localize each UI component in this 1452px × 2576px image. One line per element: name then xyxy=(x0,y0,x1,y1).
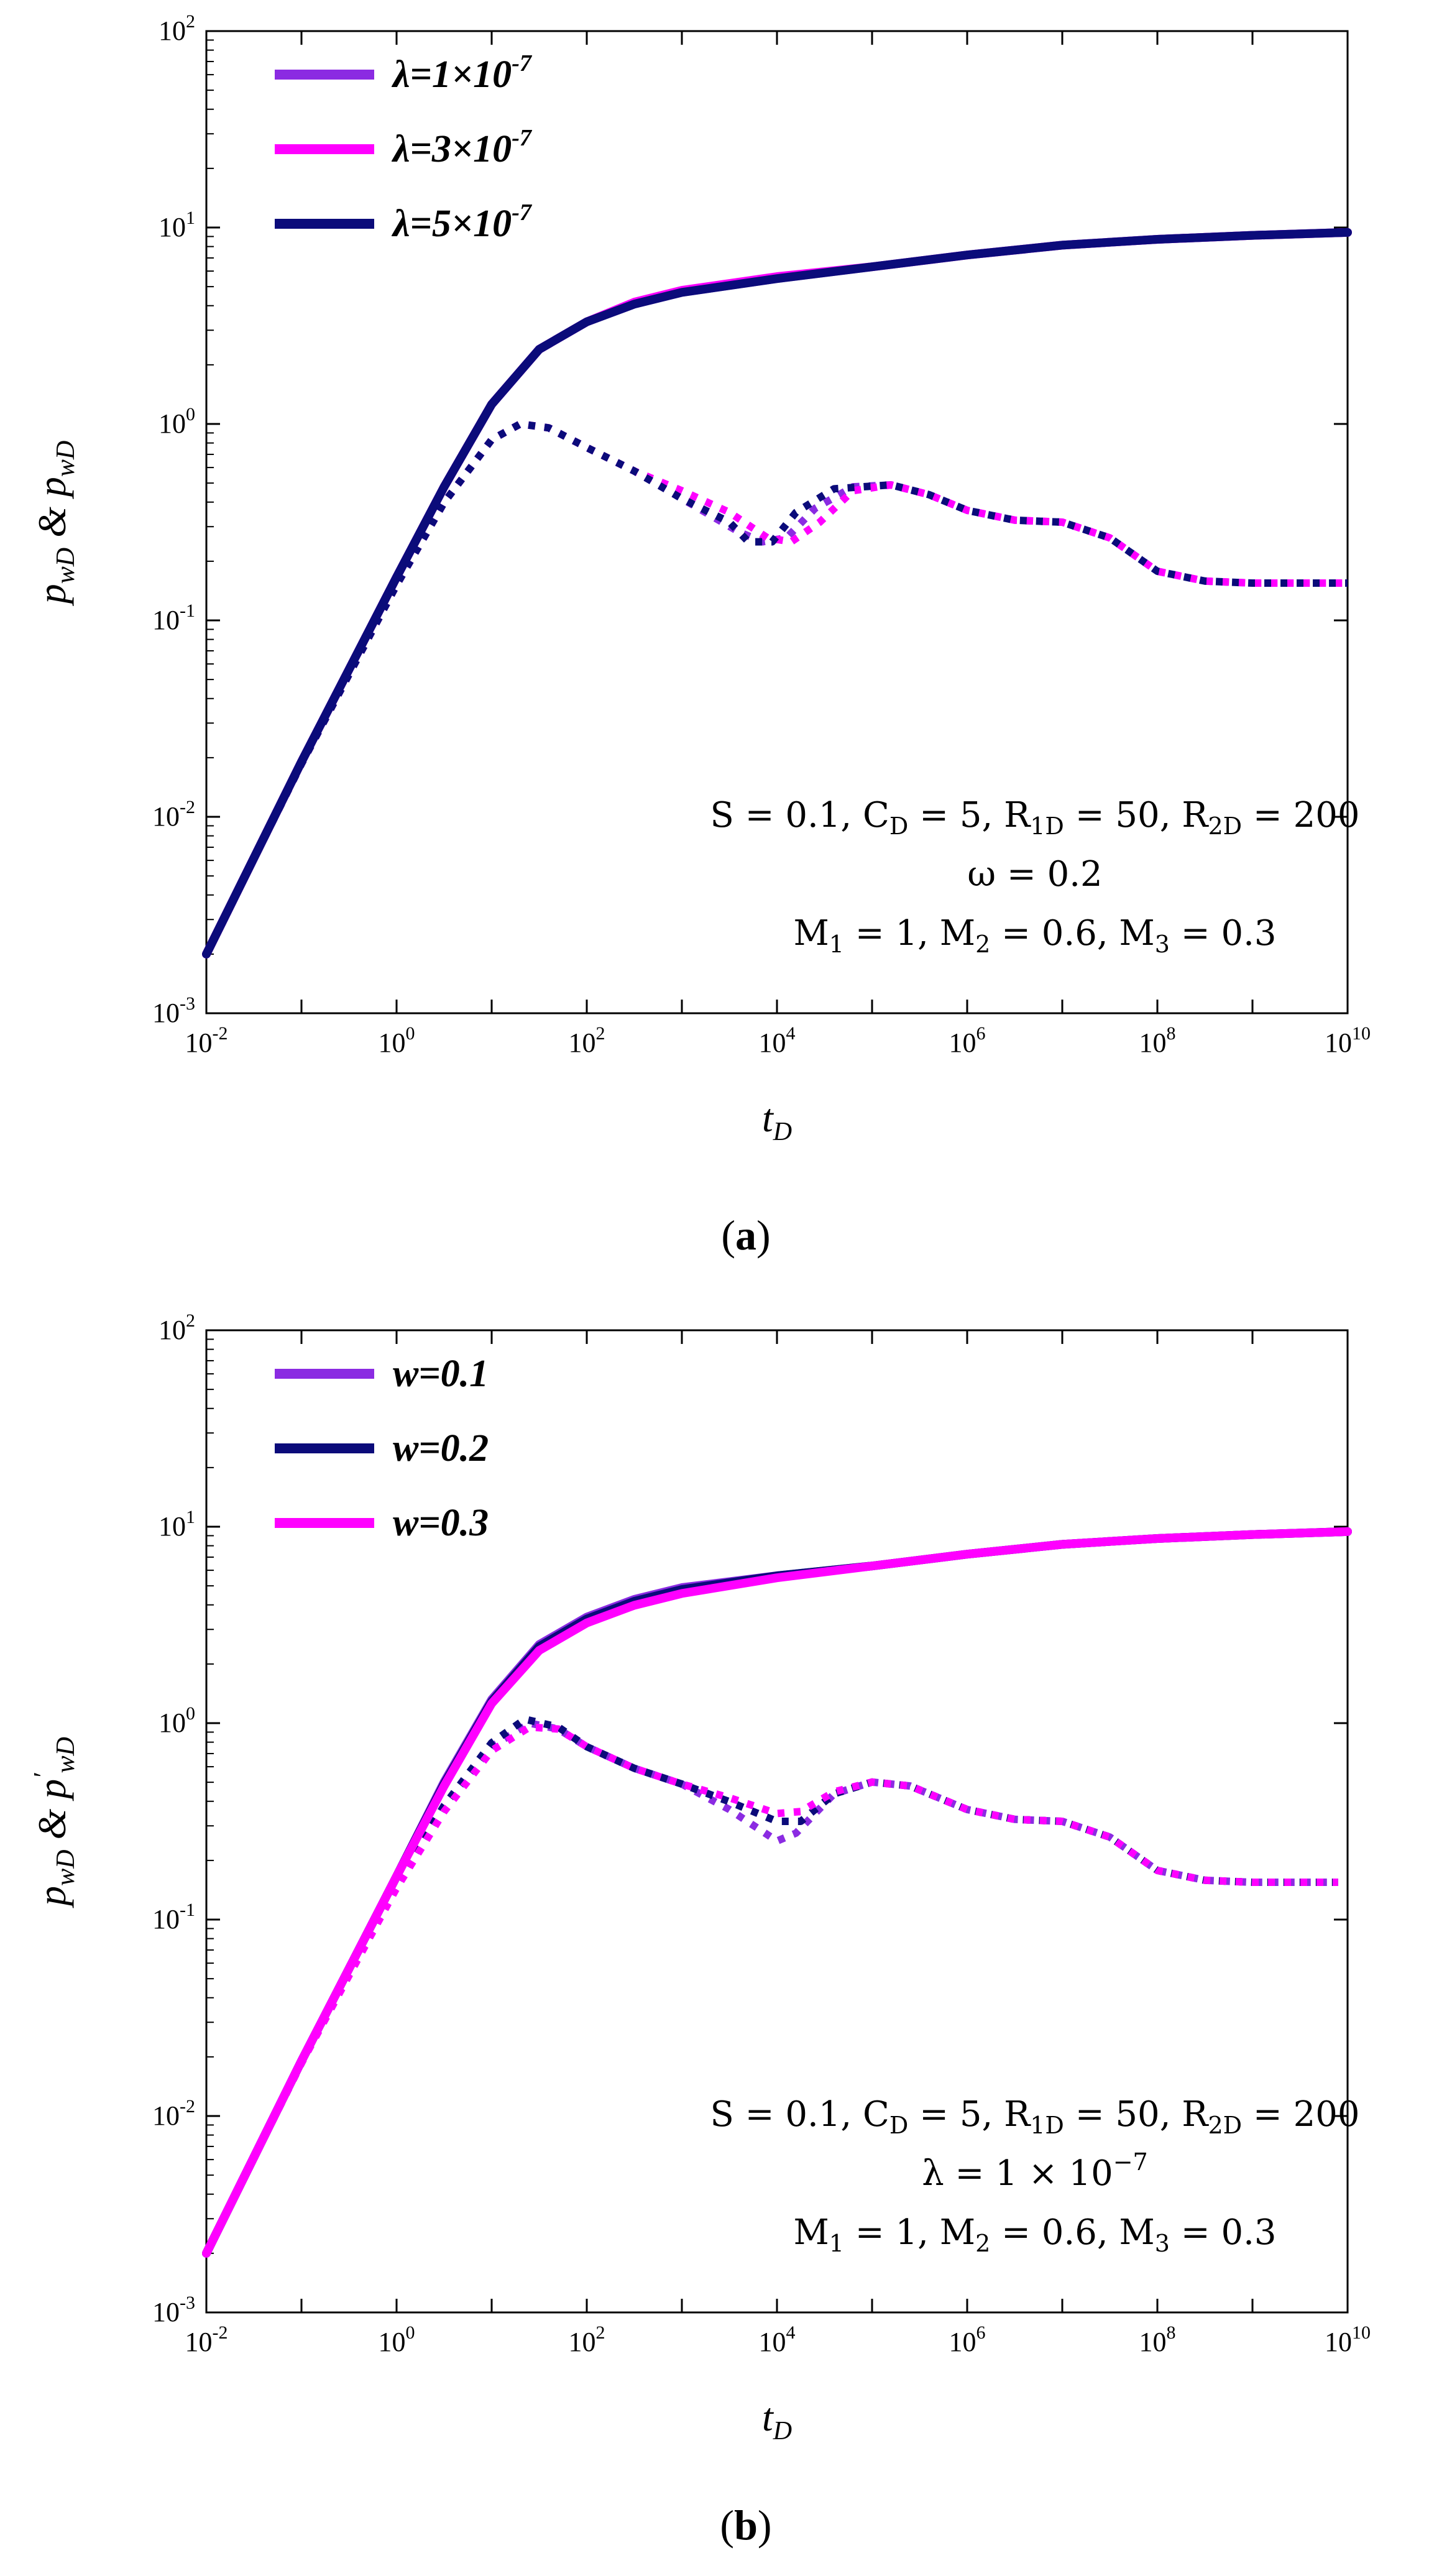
derivative-curve xyxy=(203,1723,1338,2255)
y-tick-label: 10-2 xyxy=(152,797,195,832)
x-tick-label: 100 xyxy=(379,2322,415,2357)
x-tick-label: 104 xyxy=(759,1023,796,1058)
y-tick-label: 10-2 xyxy=(152,2096,195,2131)
legend: w=0.1 w=0.2 w=0.3 xyxy=(275,1353,489,1544)
series-2 xyxy=(202,1527,1352,2258)
x-tick-label: 102 xyxy=(569,1023,605,1058)
derivative-curve xyxy=(203,420,1348,956)
plot-frame xyxy=(205,1329,1349,2314)
x-tick-label: 104 xyxy=(759,2322,796,2357)
y-tick-label: 100 xyxy=(159,404,195,439)
y-tick-label: 101 xyxy=(159,1507,195,1542)
legend-label: w=0.3 xyxy=(393,1502,489,1544)
chart-panel-b: 10-2 100 102 104 106 108 101010-310-210-110010… xyxy=(29,1310,1371,2549)
pressure-curve xyxy=(202,1527,1352,2258)
series-curves xyxy=(202,1527,1352,2258)
pressure-curve xyxy=(202,228,1352,959)
derivative-curve xyxy=(203,1715,1338,2255)
x-axis-label: tD xyxy=(762,1096,792,1146)
plot-frame xyxy=(205,30,1349,1014)
x-tick-label: 106 xyxy=(949,1023,986,1058)
x-tick-label: 1010 xyxy=(1325,1023,1371,1058)
y-axis-label: pwD & pwD xyxy=(30,441,80,607)
x-tick-label: 10-2 xyxy=(185,1023,228,1058)
series-1 xyxy=(202,228,1352,959)
x-axis-label: tD xyxy=(762,2395,792,2445)
annotation-line: S = 0.1, CD = 5, R1D = 50, R2D = 200 xyxy=(710,795,1359,840)
y-tick-label: 10-3 xyxy=(152,993,195,1028)
series-curves xyxy=(202,228,1352,959)
parameter-annotation: S = 0.1, CD = 5, R1D = 50, R2D = 200 ω = … xyxy=(710,795,1359,958)
annotation-line: S = 0.1, CD = 5, R1D = 50, R2D = 200 xyxy=(710,2094,1359,2139)
pressure-curve xyxy=(202,228,1352,959)
y-tick-label: 102 xyxy=(159,11,195,46)
tick-marks xyxy=(205,1329,1349,2314)
annotation-line: M1 = 1, M2 = 0.6, M3 = 0.3 xyxy=(793,2212,1276,2257)
chart-panel-a: 10-2 100 102 104 106 108 101010-310-210-110010… xyxy=(30,11,1371,1259)
legend-label: λ=5×10-7 xyxy=(391,200,533,245)
derivative-curve xyxy=(203,420,1348,956)
series-2 xyxy=(202,228,1352,959)
pressure-curve xyxy=(202,1527,1352,2258)
x-tick-label: 102 xyxy=(569,2322,605,2357)
derivative-curve xyxy=(203,1719,1338,2255)
y-tick-label: 101 xyxy=(159,208,195,242)
x-tick-label: 1010 xyxy=(1325,2322,1371,2357)
pressure-curve xyxy=(202,228,1352,959)
y-axis-label: pwD & p′wD xyxy=(29,1737,80,1908)
x-tick-label: 108 xyxy=(1139,2322,1176,2357)
derivative-curve xyxy=(203,420,1348,956)
x-tick-label: 108 xyxy=(1139,1023,1176,1058)
pressure-curve xyxy=(202,1527,1352,2258)
legend-label: w=0.2 xyxy=(393,1427,489,1470)
parameter-annotation: S = 0.1, CD = 5, R1D = 50, R2D = 200 λ = … xyxy=(710,2094,1359,2257)
y-tick-label: 100 xyxy=(159,1703,195,1738)
legend-label: λ=1×10-7 xyxy=(391,50,533,96)
legend-label: λ=3×10-7 xyxy=(391,125,533,170)
annotation-line: ω = 0.2 xyxy=(967,854,1102,895)
annotation-line: λ = 1 × 10−7 xyxy=(922,2148,1147,2194)
panel-caption: (a) xyxy=(721,1212,770,1259)
y-tick-label: 10-1 xyxy=(152,600,195,635)
tick-marks xyxy=(205,30,1349,1014)
series-3 xyxy=(202,1527,1352,2258)
legend-label: w=0.1 xyxy=(393,1353,489,1395)
x-tick-label: 100 xyxy=(379,1023,415,1058)
panel-caption: (b) xyxy=(720,2501,771,2549)
y-tick-label: 10-1 xyxy=(152,1900,195,1934)
x-tick-label: 106 xyxy=(949,2322,986,2357)
legend: λ=1×10-7 λ=3×10-7 λ=5×10-7 xyxy=(275,50,533,245)
y-tick-label: 102 xyxy=(159,1310,195,1345)
y-tick-label: 10-3 xyxy=(152,2293,195,2327)
x-tick-label: 10-2 xyxy=(185,2322,228,2357)
annotation-line: M1 = 1, M2 = 0.6, M3 = 0.3 xyxy=(793,913,1276,958)
series-3 xyxy=(202,228,1352,959)
series-1 xyxy=(202,1527,1352,2258)
